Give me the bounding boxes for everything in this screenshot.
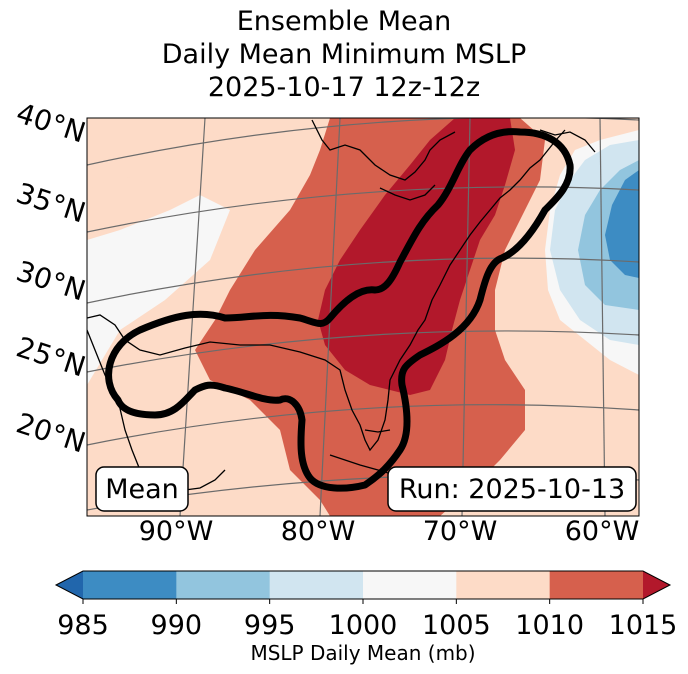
run-label: Run: 2025-10-13 [399, 474, 625, 505]
title-line-1: Ensemble Mean [236, 6, 452, 37]
mean-box [95, 466, 189, 512]
colorbar-segment [176, 571, 271, 599]
highlight-contour [105, 128, 574, 492]
field-1005-1010-north [87, 118, 230, 190]
lon-label-80: 80°W [281, 516, 356, 547]
lon-label-70: 70°W [423, 516, 498, 547]
colorbar-segment [269, 571, 364, 599]
lon-label-60: 60°W [565, 516, 640, 547]
colorbar-tick-label: 990 [151, 610, 203, 641]
colorbar-underflow [56, 571, 83, 599]
lat-label-25: 25°N [12, 330, 89, 383]
colorbar-tick-label: 995 [244, 610, 296, 641]
colorbar-overflow [643, 571, 670, 599]
colorbar-segment [456, 571, 551, 599]
colorbar-tick-label: 985 [57, 610, 109, 641]
lat-label-20: 20°N [12, 406, 89, 459]
colorbar-label: MSLP Daily Mean (mb) [250, 641, 475, 665]
colorbar-segment [549, 571, 644, 599]
mean-label: Mean [105, 474, 179, 505]
colorbar-tick-label: 1000 [329, 610, 398, 641]
colorbar-tick-label: 1015 [609, 610, 678, 641]
colorbar-segment [83, 571, 177, 599]
title-line-3: 2025-10-17 12z-12z [207, 72, 481, 103]
lat-label-30: 30°N [12, 254, 89, 307]
colorbar-segment [363, 571, 457, 599]
title-line-2: Daily Mean Minimum MSLP [161, 39, 527, 70]
lon-label-90: 90°W [139, 516, 214, 547]
colorbar-tick-label: 1010 [515, 610, 584, 641]
lat-label-40: 40°N [12, 96, 89, 149]
run-box [387, 466, 637, 512]
lat-label-35: 35°N [12, 176, 89, 229]
map-frame [86, 117, 640, 517]
colorbar: 985 990 995 1000 1005 1010 1015 [54, 570, 678, 641]
map-area: Mean Run: 2025-10-13 [87, 118, 639, 516]
colorbar-tick-label: 1005 [422, 610, 491, 641]
field-985-990 [605, 170, 639, 278]
